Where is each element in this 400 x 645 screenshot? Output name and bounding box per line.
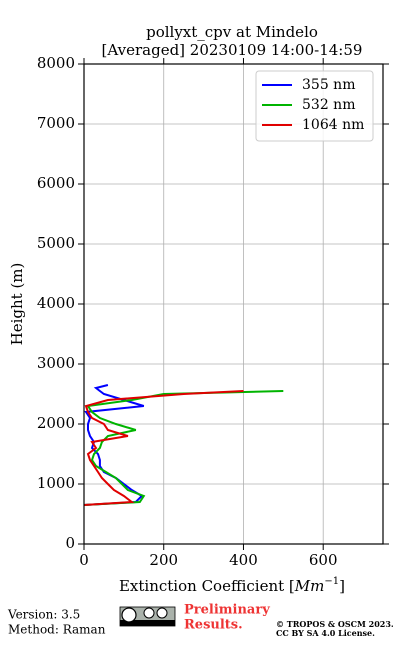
y-tick-label: 6000: [37, 174, 75, 192]
x-label-exponent: −1: [324, 576, 339, 587]
license: CC BY SA 4.0 License.: [276, 628, 375, 638]
profile-line: [83, 390, 284, 506]
y-tick-label: 4000: [37, 294, 75, 312]
cc-logo: [119, 606, 176, 627]
preliminary-note: Results.: [184, 618, 243, 633]
legend-label: 532 nm: [302, 97, 355, 113]
legend-label: 355 nm: [302, 77, 355, 93]
x-tick-label: 600: [309, 551, 338, 569]
y-axis-label: Height (m): [8, 263, 26, 346]
y-tick-label: 0: [65, 534, 75, 552]
x-label-text: ]: [339, 577, 345, 595]
legend-label: 1064 nm: [302, 117, 364, 133]
y-tick-label: 2000: [37, 414, 75, 432]
legend: 355 nm 532 nm 1064 nm: [255, 70, 374, 142]
y-tick-label: 8000: [37, 54, 75, 72]
y-tick-label: 5000: [37, 234, 75, 252]
plot-area: 0 200 400 600010002000300040005000600070008…: [37, 54, 389, 569]
legend-box: [255, 70, 374, 142]
x-tick-label: 200: [149, 551, 178, 569]
method: Method: Raman: [8, 623, 106, 637]
version: Version: 3.5: [7, 608, 80, 622]
copyright: © TROPOS & OSCM 2023.: [276, 619, 394, 629]
profile-line: [83, 390, 244, 506]
x-tick-label: 0: [79, 551, 89, 569]
chart-subtitle: [Averaged] 20230109 14:00-14:59: [102, 41, 363, 59]
preliminary-note: Preliminary: [184, 603, 270, 618]
y-tick-label: 3000: [37, 354, 75, 372]
x-label-unit: Mm: [294, 577, 325, 595]
x-axis-label: Extinction Coefficient [Mm−1]: [119, 576, 345, 596]
y-tick-label: 7000: [37, 114, 75, 132]
plot-frame: [83, 63, 384, 545]
x-tick-label: 400: [229, 551, 258, 569]
x-label-text: Extinction Coefficient [: [119, 577, 295, 595]
y-tick-label: 1000: [37, 474, 75, 492]
chart-title: pollyxt_cpv at Mindelo: [146, 23, 318, 41]
